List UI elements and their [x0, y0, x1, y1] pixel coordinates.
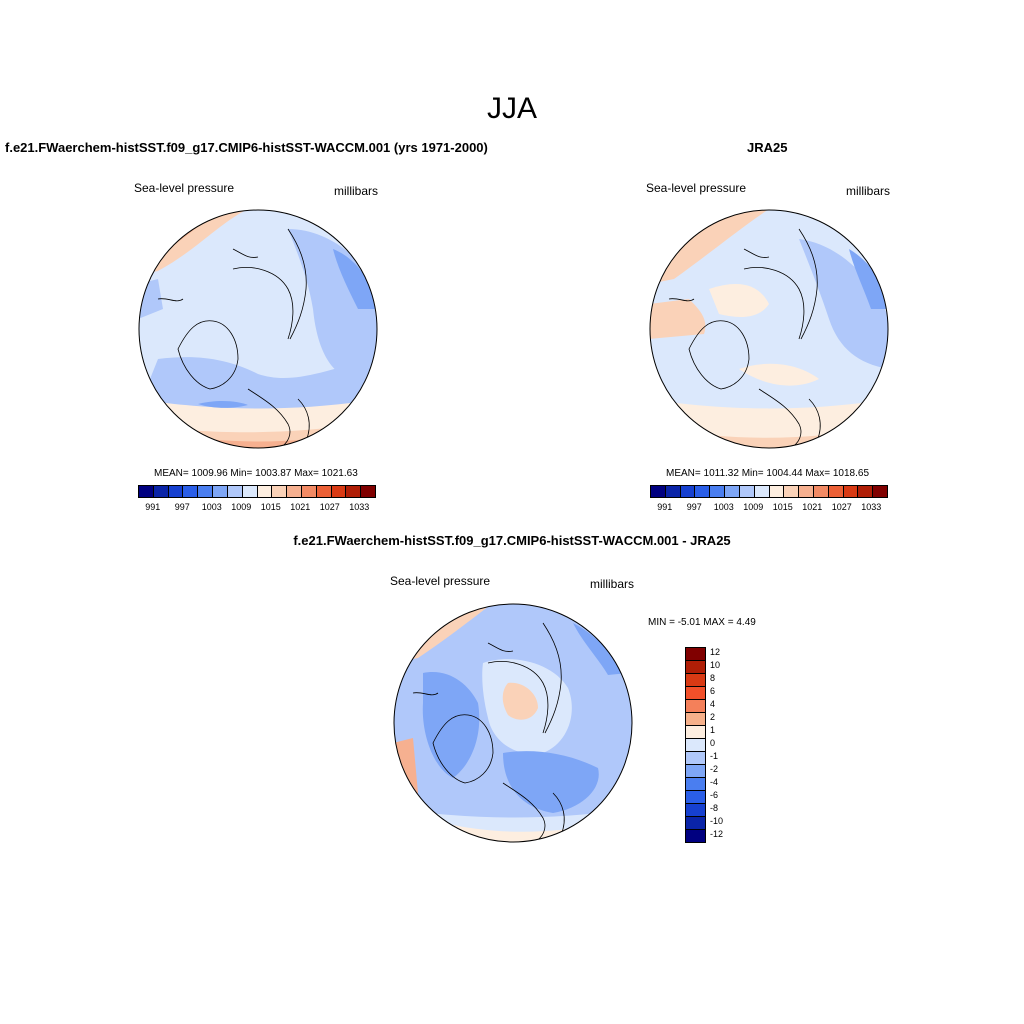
panel-3-title: f.e21.FWaerchem-histSST.f09_g17.CMIP6-hi… [293, 533, 731, 548]
colorbar-swatch [680, 486, 696, 497]
colorbar-swatch [686, 739, 705, 752]
colorbar-swatch [665, 486, 681, 497]
main-title: JJA [486, 92, 537, 125]
colorbar-swatch [843, 486, 859, 497]
panel-1-units-label: millibars [334, 184, 379, 198]
panel-1-colorbar [138, 485, 376, 498]
colorbar-swatch [227, 486, 243, 497]
panel-2-title: JRA25 [747, 140, 788, 155]
colorbar-tick-label: -8 [710, 802, 719, 813]
colorbar-tick-label: 1009 [743, 502, 764, 512]
colorbar-tick-label: 1033 [349, 502, 370, 512]
colorbar-tick-label: 1027 [831, 502, 852, 512]
colorbar-tick-label: 997 [174, 502, 190, 512]
panel-2-units-label: millibars [846, 184, 891, 198]
colorbar-tick-label: 4 [710, 699, 716, 710]
panel-1-stats: MEAN= 1009.96 Min= 1003.87 Max= 1021.63 [154, 468, 358, 479]
colorbar-tick-label: 6 [710, 686, 716, 697]
colorbar-swatch [873, 486, 887, 497]
colorbar-tick-label: 1 [710, 725, 716, 736]
colorbar-swatch [725, 486, 740, 497]
colorbar-tick-label: 1003 [201, 502, 222, 512]
colorbar-tick-label: -10 [710, 815, 724, 826]
colorbar-tick-label: 12 [710, 647, 721, 658]
panel-1-title: f.e21.FWaerchem-histSST.f09_g17.CMIP6-hi… [5, 140, 488, 155]
colorbar-swatch [272, 486, 288, 497]
colorbar-tick-label: 991 [145, 502, 161, 512]
colorbar-swatch [686, 713, 705, 726]
colorbar-swatch [828, 486, 844, 497]
colorbar-tick-label: 997 [686, 502, 702, 512]
colorbar-swatch [695, 486, 711, 497]
colorbar-swatch [686, 791, 705, 804]
colorbar-swatch [139, 486, 154, 497]
colorbar-tick-label: -4 [710, 776, 719, 787]
colorbar-swatch [710, 486, 726, 497]
colorbar-swatch [242, 486, 258, 497]
panel-3-colorbar [685, 647, 706, 843]
colorbar-swatch [153, 486, 169, 497]
panel-2-stats: MEAN= 1011.32 Min= 1004.44 Max= 1018.65 [666, 468, 870, 479]
panel-3-stats: MIN = -5.01 MAX = 4.49 [648, 617, 756, 628]
colorbar-tick-label: 1033 [861, 502, 882, 512]
colorbar-tick-label: -6 [710, 789, 719, 800]
panel-3-colorbar-labels: 12 10 8 6 4 2 1 0 -1 -2 -4 -6 -8 -10 -12 [710, 647, 740, 841]
colorbar-tick-label: 1009 [231, 502, 252, 512]
colorbar-tick-label: -1 [710, 750, 719, 761]
colorbar-swatch [686, 804, 705, 817]
colorbar-swatch [331, 486, 347, 497]
colorbar-tick-label: 1003 [713, 502, 734, 512]
colorbar-swatch [784, 486, 800, 497]
colorbar-swatch [739, 486, 755, 497]
colorbar-swatch [686, 830, 705, 842]
colorbar-tick-label: 1021 [802, 502, 823, 512]
panel-3-variable-label: Sea-level pressure [390, 574, 491, 588]
colorbar-swatch [686, 817, 705, 830]
panel-1-variable-label: Sea-level pressure [134, 181, 235, 195]
colorbar-swatch [651, 486, 666, 497]
colorbar-tick-label: 1027 [319, 502, 340, 512]
colorbar-swatch [361, 486, 375, 497]
colorbar-tick-label: 10 [710, 660, 721, 671]
panel-2-colorbar [650, 485, 888, 498]
colorbar-swatch [686, 687, 705, 700]
colorbar-tick-label: 1015 [260, 502, 281, 512]
panel-1-polar-map [138, 209, 378, 449]
colorbar-swatch [686, 765, 705, 778]
colorbar-tick-label: 8 [710, 673, 716, 684]
colorbar-swatch [754, 486, 770, 497]
colorbar-swatch [686, 700, 705, 713]
panel-2-polar-map [649, 209, 889, 449]
colorbar-swatch [198, 486, 214, 497]
panel-2-variable-label: Sea-level pressure [646, 181, 747, 195]
colorbar-tick-label: 1021 [290, 502, 311, 512]
colorbar-tick-label: 2 [710, 712, 716, 723]
colorbar-tick-label: 0 [710, 738, 716, 748]
colorbar-swatch [301, 486, 317, 497]
colorbar-swatch [183, 486, 199, 497]
colorbar-swatch [346, 486, 362, 497]
panel-3-units-label: millibars [590, 577, 635, 591]
colorbar-swatch [858, 486, 874, 497]
colorbar-swatch [686, 778, 705, 791]
colorbar-swatch [316, 486, 332, 497]
colorbar-swatch [769, 486, 785, 497]
colorbar-swatch [686, 674, 705, 687]
colorbar-swatch [686, 661, 705, 674]
colorbar-swatch [799, 486, 814, 497]
colorbar-tick-label: 1015 [772, 502, 793, 512]
colorbar-swatch [686, 726, 705, 739]
colorbar-tick-label: -2 [710, 763, 719, 774]
colorbar-tick-label: -12 [710, 828, 724, 839]
colorbar-swatch [257, 486, 273, 497]
colorbar-tick-label: 991 [657, 502, 673, 512]
panel-3-polar-map [393, 603, 633, 843]
colorbar-swatch [813, 486, 829, 497]
colorbar-swatch [213, 486, 228, 497]
colorbar-swatch [168, 486, 184, 497]
colorbar-swatch [686, 752, 705, 765]
colorbar-swatch [686, 648, 705, 661]
colorbar-swatch [287, 486, 302, 497]
